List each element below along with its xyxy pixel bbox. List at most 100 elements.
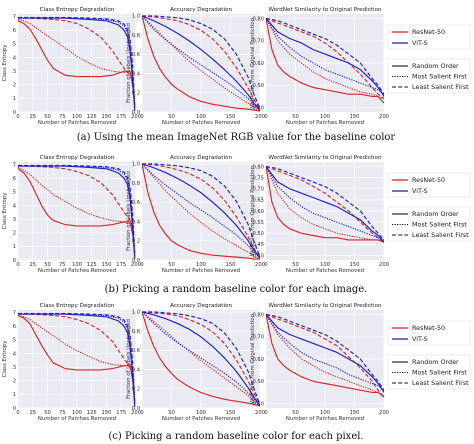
y-tick-label: 0.8 <box>132 329 140 335</box>
y-tick-label: 0.40 <box>252 401 264 407</box>
series-line-vit-s-random-order <box>142 15 260 111</box>
y-tick-label: 0.50 <box>252 231 264 237</box>
legend-label: ResNet-50 <box>412 324 445 332</box>
y-tick-label: 2 <box>13 83 16 89</box>
series-line-vit-s-most-salient-first <box>142 163 260 259</box>
x-tick-label: 50 <box>168 262 175 268</box>
y-axis-label: Class Entropy <box>2 340 8 378</box>
legend-box-models <box>387 24 471 50</box>
legend-label: Least Salient First <box>412 231 469 239</box>
x-tick-label: 0 <box>140 410 143 416</box>
panel-title: WordNet Similarity to Original Predictio… <box>268 155 382 161</box>
series-line-vit-s-most-salient-first <box>18 165 136 256</box>
series-line-resnet-50-random-order <box>142 311 260 407</box>
x-tick-label: 150 <box>102 114 112 120</box>
x-axis-label: Number of Patches Removed <box>286 416 364 422</box>
y-tick-label: 2 <box>13 231 16 237</box>
y-tick-label: 6 <box>13 28 16 34</box>
y-tick-label: 0.4 <box>132 71 141 77</box>
x-tick-label: 175 <box>116 262 126 268</box>
x-tick-label: 100 <box>196 262 206 268</box>
series-line-vit-s-random-order <box>142 163 260 259</box>
series-line-vit-s-least-salient-first <box>266 165 384 241</box>
y-tick-label: 1 <box>13 392 16 398</box>
y-tick-label: 0.2 <box>132 239 140 245</box>
x-tick-label: 100 <box>320 410 330 416</box>
panel-3: 0 50 100 150 200 0.40 0.50 0.60 0.70 0.80 WordNet … <box>250 303 389 422</box>
x-tick-label: 125 <box>87 114 97 120</box>
y-tick-label: 1 <box>13 96 16 102</box>
x-tick-label: 150 <box>350 410 360 416</box>
x-axis-label: Number of Patches Removed <box>162 268 240 274</box>
x-tick-label: 50 <box>44 114 51 120</box>
legend-box-models <box>387 320 471 346</box>
x-tick-label: 50 <box>44 262 51 268</box>
series-line-vit-s-most-salient-first <box>142 311 260 407</box>
y-tick-label: 6 <box>13 324 16 330</box>
x-axis-label: Number of Patches Removed <box>286 120 364 126</box>
x-tick-label: 100 <box>196 114 206 120</box>
y-tick-label: 0.8 <box>132 181 140 187</box>
y-tick-label: 0.40 <box>252 105 264 111</box>
y-tick-label: 3 <box>13 217 16 223</box>
x-tick-label: 0 <box>140 262 143 268</box>
legend-label: Most Salient First <box>412 221 467 229</box>
x-tick-label: 150 <box>226 262 236 268</box>
legend-label: ViT-S <box>412 39 428 47</box>
series-line-resnet-50-random-order <box>18 314 135 387</box>
panel-title: Accuracy Degradation <box>170 303 232 309</box>
y-tick-label: 7 <box>13 163 16 169</box>
series-line-resnet-50-random-order <box>18 168 135 240</box>
y-tick-label: 0.0 <box>132 406 140 412</box>
x-tick-label: 0 <box>264 410 267 416</box>
panel-title: Accuracy Degradation <box>170 155 232 161</box>
y-axis-label: Class Entropy <box>2 44 8 82</box>
y-tick-label: 3 <box>13 365 16 371</box>
y-tick-label: 5 <box>13 338 16 344</box>
y-tick-label: 0.70 <box>252 335 264 341</box>
x-axis-label: Number of Patches Removed <box>38 268 116 274</box>
series-line-vit-s-most-salient-first <box>142 15 260 111</box>
legend-label: ViT-S <box>412 187 428 195</box>
y-tick-label: 0.65 <box>252 198 264 204</box>
y-tick-label: 3 <box>13 69 16 75</box>
y-tick-label: 0.6 <box>132 348 140 354</box>
x-tick-label: 100 <box>72 114 82 120</box>
y-tick-label: 2 <box>13 379 16 385</box>
x-tick-label: 150 <box>226 114 236 120</box>
y-tick-label: 0.75 <box>252 175 264 181</box>
series-line-resnet-50-most-salient-first <box>18 18 135 85</box>
x-tick-label: 100 <box>72 262 82 268</box>
caption-b: (b) Picking a random baseline color for … <box>105 284 368 295</box>
panel-title: Class Entropy Degradation <box>40 303 115 309</box>
legend-label: Random Order <box>412 358 459 366</box>
series-line-resnet-50-least-salient-first <box>266 313 384 398</box>
series-line-vit-s-random-order <box>266 166 384 243</box>
x-tick-label: 25 <box>29 262 36 268</box>
y-tick-label: 0.0 <box>132 110 140 116</box>
x-tick-label: 150 <box>102 410 112 416</box>
y-tick-label: 0.40 <box>252 253 264 259</box>
y-tick-label: 7 <box>13 311 16 317</box>
x-tick-label: 100 <box>320 262 330 268</box>
y-tick-label: 0.80 <box>252 312 264 318</box>
x-tick-label: 0 <box>140 114 143 120</box>
y-axis-label: Fraction of Labels Unchanged <box>126 171 132 251</box>
row-a-legend: ResNet-50 ViT-S Random Order Most Salient F… <box>387 24 471 94</box>
x-axis-label: Number of Patches Removed <box>38 120 116 126</box>
legend-label: Random Order <box>412 62 459 70</box>
y-tick-label: 0.80 <box>252 164 264 170</box>
series-line-vit-s-least-salient-first <box>18 164 136 255</box>
x-tick-label: 200 <box>379 262 389 268</box>
x-tick-label: 200 <box>131 114 141 120</box>
y-tick-label: 6 <box>13 176 16 182</box>
series-line-vit-s-random-order <box>266 18 384 97</box>
y-tick-label: 0.70 <box>252 39 264 45</box>
series-line-vit-s-most-salient-first <box>266 18 384 95</box>
series-line-resnet-50-random-order <box>142 15 260 112</box>
